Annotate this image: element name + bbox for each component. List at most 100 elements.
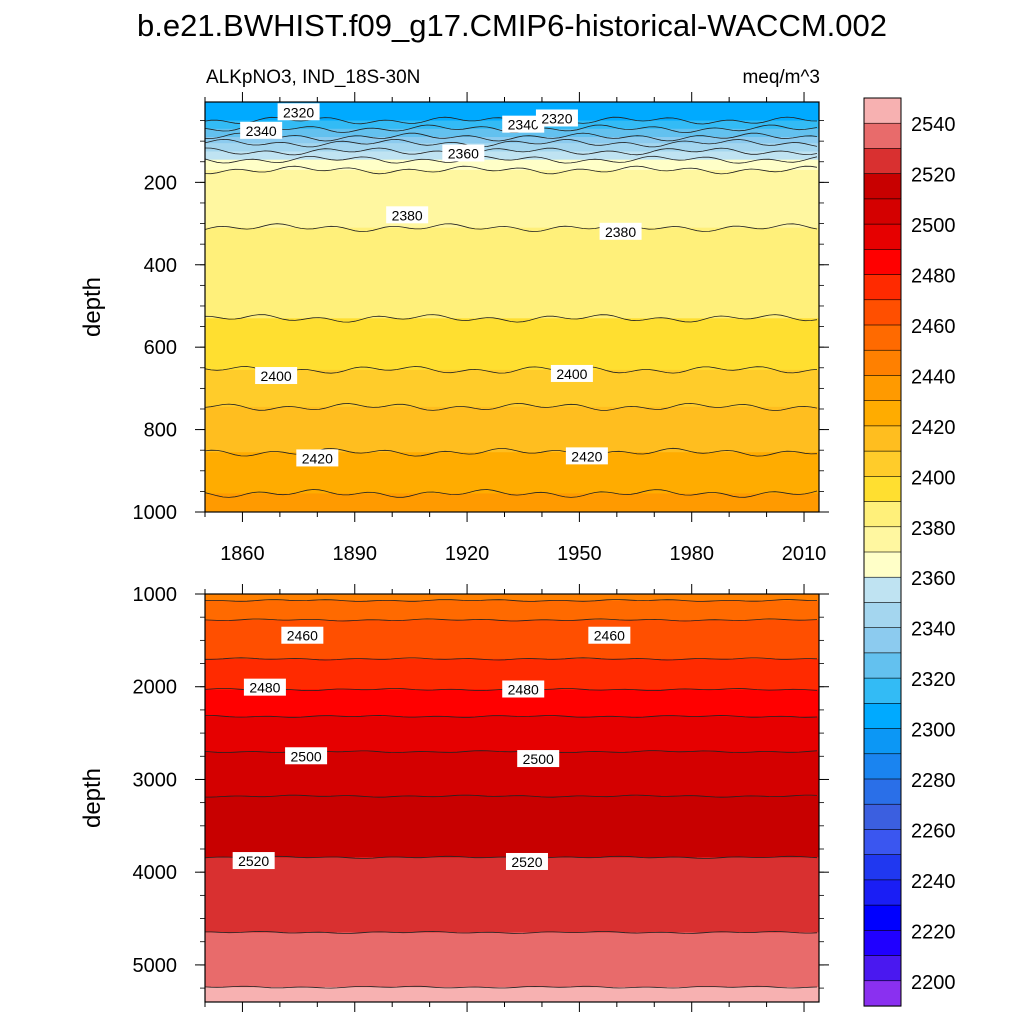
colorbar-swatch	[863, 349, 902, 377]
colorbar-swatch	[863, 602, 902, 629]
y-tick-label: 600	[144, 337, 177, 359]
colorbar-swatch	[863, 652, 902, 679]
contour-band	[205, 716, 819, 753]
contour-label: 2520	[505, 852, 548, 870]
contour-line	[205, 794, 818, 798]
contour-label: 2340	[240, 121, 283, 139]
colorbar-swatch	[863, 930, 902, 957]
contour-band	[205, 796, 819, 858]
contour-band	[205, 227, 819, 319]
colorbar-swatch	[863, 677, 902, 704]
colorbar-label: 2540	[911, 114, 956, 136]
colorbar-swatch	[863, 904, 902, 931]
contour-label: 2480	[502, 680, 545, 698]
contour-line	[205, 930, 818, 934]
colorbar-swatch	[863, 955, 902, 982]
colorbar-swatch	[863, 299, 902, 326]
svg-text:2400: 2400	[556, 366, 587, 382]
colorbar-label: 2280	[911, 770, 956, 792]
svg-text:2520: 2520	[238, 853, 269, 869]
contour-band	[205, 932, 819, 988]
contour-line	[205, 657, 818, 661]
svg-text:2380: 2380	[392, 207, 423, 223]
colorbar-swatch	[863, 778, 902, 805]
contour-line	[205, 314, 818, 323]
colorbar-swatch	[863, 198, 902, 225]
contour-label: 2420	[296, 449, 339, 467]
colorbar: 2540 2520 2500 2480 2460 2440 2420 2400 2380 2360…	[863, 97, 956, 1007]
y-tick-label: 800	[144, 420, 177, 442]
contour-label: 2400	[550, 364, 593, 382]
colorbar-swatch	[863, 425, 902, 452]
contour-line	[205, 147, 818, 156]
contour-label: 2360	[442, 144, 485, 162]
colorbar-swatch	[863, 249, 902, 276]
colorbar-swatch	[863, 400, 902, 427]
colorbar-label: 2220	[911, 921, 956, 943]
contour-line	[205, 155, 818, 164]
svg-text:2360: 2360	[448, 146, 479, 162]
chart-title: b.e21.BWHIST.f09_g17.CMIP6-historical-WA…	[137, 8, 887, 43]
colorbar-swatch	[863, 753, 902, 780]
x-tick-label: 2010	[782, 543, 827, 565]
colorbar-swatch	[863, 375, 902, 402]
colorbar-label: 2460	[911, 316, 956, 338]
contour-label: 2380	[386, 206, 429, 224]
svg-text:2320: 2320	[283, 104, 314, 120]
colorbar-label: 2400	[911, 467, 956, 489]
svg-text:2500: 2500	[523, 751, 554, 767]
svg-text:2400: 2400	[261, 368, 292, 384]
y-axis-label: depth	[79, 277, 106, 337]
chart-subtitle-right: meq/m^3	[742, 67, 820, 88]
colorbar-swatch	[863, 526, 902, 553]
contour-line	[205, 366, 818, 374]
colorbar-label: 2260	[911, 820, 956, 842]
y-tick-label: 1000	[133, 502, 178, 524]
contour-label: 2500	[285, 747, 328, 765]
x-tick-label: 1920	[445, 543, 490, 565]
y-tick-label: 2000	[133, 677, 178, 699]
svg-text:2480: 2480	[508, 682, 539, 698]
contour-label: 2420	[565, 447, 608, 465]
svg-text:2460: 2460	[594, 628, 625, 644]
contour-line	[205, 223, 818, 233]
colorbar-label: 2520	[911, 165, 956, 187]
x-tick-label: 1980	[669, 543, 714, 565]
contour-band	[205, 493, 819, 512]
colorbar-swatch	[863, 274, 902, 301]
colorbar-swatch	[863, 728, 902, 755]
contour-band	[205, 102, 819, 122]
colorbar-label: 2500	[911, 215, 956, 237]
colorbar-label: 2200	[911, 972, 956, 994]
svg-text:2420: 2420	[571, 448, 602, 464]
svg-text:2520: 2520	[511, 854, 542, 870]
contour-label: 2400	[255, 367, 298, 385]
panel-lower: 2460 2460 2480 2480 2500 2500 2520 2520 1000 2000…	[79, 584, 829, 1012]
colorbar-label: 2340	[911, 619, 956, 641]
x-tick-label: 1950	[557, 543, 602, 565]
svg-text:2340: 2340	[508, 117, 539, 133]
colorbar-swatch	[863, 476, 902, 503]
svg-text:2500: 2500	[291, 748, 322, 764]
y-tick-label: 200	[144, 172, 177, 194]
colorbar-swatch	[863, 223, 902, 250]
colorbar-swatch	[863, 551, 902, 578]
contour-band	[205, 369, 819, 408]
contour-band	[205, 151, 819, 161]
svg-text:2380: 2380	[605, 224, 636, 240]
colorbar-swatch	[863, 627, 902, 654]
contour-line	[205, 618, 818, 622]
y-tick-label: 4000	[133, 862, 178, 884]
colorbar-swatch	[863, 980, 902, 1007]
y-tick-label: 5000	[133, 955, 178, 977]
contour-line	[205, 715, 818, 718]
colorbar-label: 2320	[911, 669, 956, 691]
colorbar-swatch	[863, 803, 902, 831]
colorbar-label: 2420	[911, 417, 956, 439]
contour-label: 2340	[502, 115, 545, 133]
contour-line	[205, 165, 818, 175]
x-tick-label: 1860	[220, 543, 265, 565]
contour-band	[205, 159, 819, 171]
contour-label: 2320	[535, 109, 578, 127]
